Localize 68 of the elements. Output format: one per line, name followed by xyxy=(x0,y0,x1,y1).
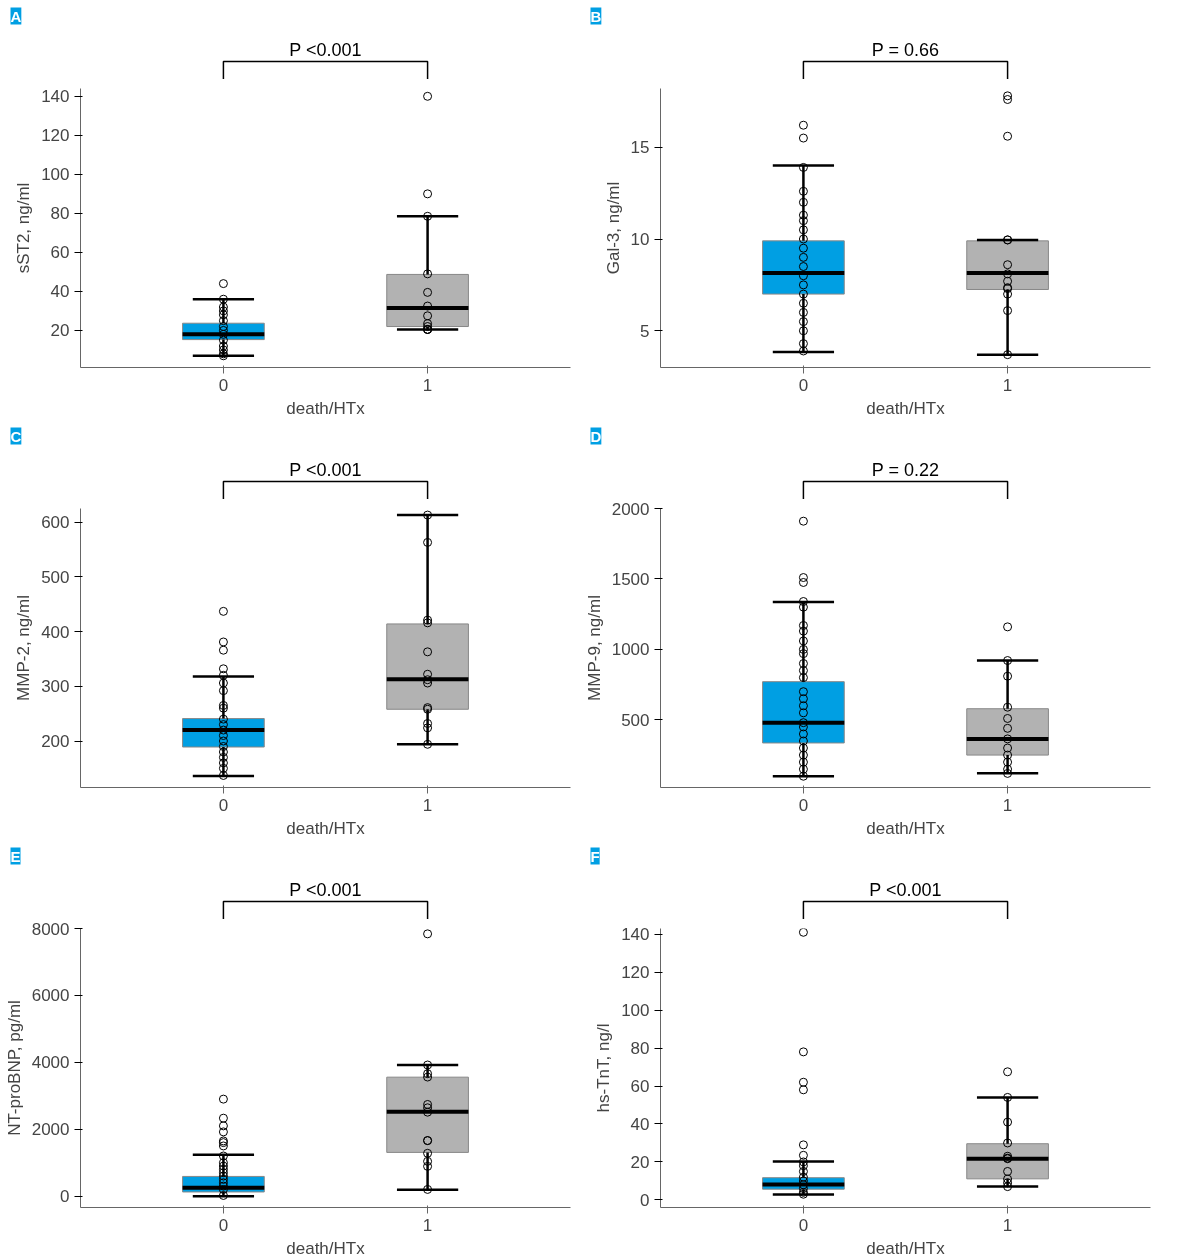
text: P = 0.66 xyxy=(871,39,939,60)
x-tick-label: 1 xyxy=(1002,795,1013,815)
x-tick-label: 1 xyxy=(1002,1215,1013,1235)
y-tick-label: 120 xyxy=(621,963,650,983)
x-tick-label: 0 xyxy=(798,1215,809,1235)
chart-title: A xyxy=(10,7,22,25)
x-tick-label: 1 xyxy=(422,795,433,815)
chart-title: F xyxy=(590,847,600,865)
y-tick-label: 80 xyxy=(630,1039,650,1059)
y-tick-label: 8000 xyxy=(31,919,70,939)
y-tick-label: 400 xyxy=(41,622,70,642)
y-tick-label: 1500 xyxy=(611,569,650,589)
x-tick-label: 1 xyxy=(422,375,433,395)
x-tick-label: 0 xyxy=(218,1215,229,1235)
y-tick-label: 0 xyxy=(640,1190,650,1210)
chart-title: D xyxy=(590,427,602,445)
text: P <0.001 xyxy=(289,879,362,900)
y-tick-label: 60 xyxy=(630,1077,650,1097)
x-axis-title: death/HTx xyxy=(286,818,366,838)
x-tick-label: 1 xyxy=(1002,375,1013,395)
y-axis-title: hs-TnT, ng/l xyxy=(594,1023,614,1113)
y-tick-label: 4000 xyxy=(31,1053,70,1073)
y-tick-label: 6000 xyxy=(31,986,70,1006)
y-axis-title: MMP-2, ng/ml xyxy=(14,595,34,701)
text: P <0.001 xyxy=(869,879,942,900)
y-tick-label: 60 xyxy=(50,243,70,263)
y-tick-label: 10 xyxy=(630,230,650,250)
y-tick-label: 5 xyxy=(640,321,650,341)
y-axis-title: sST2, ng/ml xyxy=(14,182,34,274)
text: P = 0.22 xyxy=(871,459,939,480)
y-tick-label: 0 xyxy=(60,1187,70,1207)
y-tick-label: 20 xyxy=(50,321,70,341)
x-tick-label: 0 xyxy=(218,795,229,815)
y-tick-label: 2000 xyxy=(611,499,650,519)
x-tick-label: 0 xyxy=(798,375,809,395)
y-tick-label: 140 xyxy=(621,925,650,945)
y-tick-label: 500 xyxy=(621,710,650,730)
y-axis-title: MMP-9, ng/ml xyxy=(584,595,604,701)
y-tick-label: 200 xyxy=(41,732,70,751)
x-axis-title: death/HTx xyxy=(286,1238,366,1257)
x-axis-title: death/HTx xyxy=(866,1238,946,1257)
y-tick-label: 2000 xyxy=(31,1120,70,1140)
y-tick-label: 20 xyxy=(630,1152,650,1172)
chart-title: C xyxy=(10,427,22,445)
y-tick-label: 100 xyxy=(41,165,70,185)
y-tick-label: 300 xyxy=(41,677,70,697)
text: P <0.001 xyxy=(289,459,362,480)
y-tick-label: 600 xyxy=(41,513,70,533)
chart-title: E xyxy=(10,847,21,865)
text: P <0.001 xyxy=(289,39,362,60)
y-axis-title: NT-proBNP, pg/ml xyxy=(4,1000,24,1136)
y-tick-label: 1000 xyxy=(611,640,650,660)
y-tick-label: 100 xyxy=(621,1001,650,1021)
y-tick-label: 80 xyxy=(50,204,70,224)
x-axis-title: death/HTx xyxy=(286,398,366,418)
x-tick-label: 1 xyxy=(422,1215,433,1235)
y-tick-label: 120 xyxy=(41,126,70,146)
x-tick-label: 0 xyxy=(218,375,229,395)
y-tick-label: 40 xyxy=(50,282,70,302)
y-tick-label: 140 xyxy=(41,87,70,107)
y-tick-label: 15 xyxy=(630,138,650,158)
y-tick-label: 40 xyxy=(630,1114,650,1134)
chart-title: B xyxy=(590,7,602,25)
y-tick-label: 500 xyxy=(41,567,70,587)
x-tick-label: 0 xyxy=(798,795,809,815)
y-axis-title: Gal-3, ng/ml xyxy=(603,181,623,275)
x-axis-title: death/HTx xyxy=(866,818,946,838)
x-axis-title: death/HTx xyxy=(866,398,946,418)
